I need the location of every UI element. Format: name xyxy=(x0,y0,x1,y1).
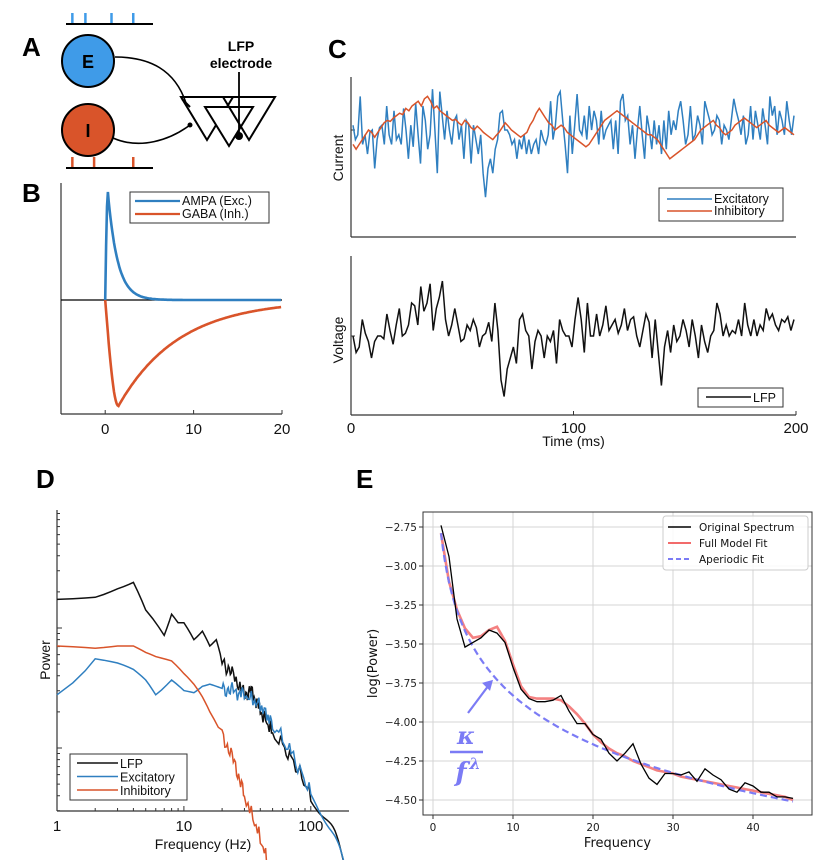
legend-label: Excitatory xyxy=(714,192,770,206)
series-gaba xyxy=(103,299,282,408)
y-tick-label: −3.75 xyxy=(385,678,417,690)
panel-label-b: B xyxy=(22,178,41,208)
legend-box xyxy=(662,515,809,571)
formula-denominator: f xyxy=(453,758,470,788)
legend-label: LFP xyxy=(753,391,776,405)
legend-label: AMPA (Exc.) xyxy=(182,194,252,208)
ylabel-current: Current xyxy=(330,135,346,182)
legend-label: Inhibitory xyxy=(714,204,765,218)
y-tick-label: −3.50 xyxy=(385,639,417,651)
panel-label-c: C xyxy=(328,34,347,64)
series-full-model-fit xyxy=(439,532,794,802)
panel-label-a: A xyxy=(22,32,41,62)
e-synapse-axon xyxy=(114,56,187,104)
i-neuron xyxy=(61,103,115,157)
series-lfp xyxy=(352,280,795,397)
ylabel-log-power: log(Power) xyxy=(366,629,381,698)
legend-label: LFP xyxy=(120,757,143,771)
legend-label: Inhibitory xyxy=(120,784,171,798)
xlabel-frequency: Frequency xyxy=(584,836,651,851)
annotation-arrowhead-icon xyxy=(482,679,493,691)
series-inhibitory xyxy=(352,95,795,160)
x-tick-label: 20 xyxy=(586,822,599,834)
x-tick-label: 20 xyxy=(274,421,291,438)
legend-box xyxy=(129,191,270,224)
legend-label: Original Spectrum xyxy=(699,522,794,534)
panel-b-chart: 0 10 20 AMPA (Exc.)GABA (Inh.) xyxy=(60,183,291,438)
x-tick-label: 0 xyxy=(347,420,355,437)
legend-label: Aperiodic Fit xyxy=(699,554,764,566)
electrode-tip-icon xyxy=(235,132,243,140)
x-tick-label: 0 xyxy=(430,822,437,834)
pyramidal-neuron-3 xyxy=(221,96,277,142)
y-tick-label: −4.00 xyxy=(385,717,417,729)
x-tick-label: 40 xyxy=(746,822,759,834)
panel-a-diagram: E I LFP electrode xyxy=(61,13,277,169)
pyramidal-neuron-2 xyxy=(203,106,255,148)
xlabel-frequency: Frequency (Hz) xyxy=(155,836,251,852)
panel-e-chart: 0 10 20 30 40 −2.75 −3.00 −3.25 −3.50 −3.75 −4.00 −… xyxy=(366,511,813,851)
e-spike-train xyxy=(66,13,153,25)
x-tick-label: 10 xyxy=(506,822,519,834)
panel-label-d: D xyxy=(36,464,55,494)
panel-label-e: E xyxy=(356,464,373,494)
ylabel-voltage: Voltage xyxy=(330,316,346,363)
series-ampa xyxy=(103,191,282,302)
series-original-spectrum xyxy=(440,525,794,800)
electrode-label-line2: electrode xyxy=(210,55,272,71)
xlabel-time: Time (ms) xyxy=(542,433,604,449)
series-inhibitory xyxy=(56,645,268,860)
formula-exponent: λ xyxy=(468,754,480,773)
y-tick-label: −2.75 xyxy=(385,522,417,534)
legend-label: Full Model Fit xyxy=(699,538,767,550)
series-aperiodic-fit xyxy=(439,533,794,803)
y-tick-label: −4.50 xyxy=(385,795,417,807)
ylabel-power: Power xyxy=(37,640,53,680)
i-spike-train xyxy=(66,157,153,169)
y-tick-label: −3.00 xyxy=(385,561,417,573)
x-tick-label: 1 xyxy=(53,818,61,835)
formula-numerator: κ xyxy=(456,721,475,750)
x-tick-label: 100 xyxy=(561,420,586,437)
series-excitatory xyxy=(352,88,795,198)
legend-label: GABA (Inh.) xyxy=(182,207,249,221)
i-synapse-terminal xyxy=(187,122,193,128)
x-tick-label: 0 xyxy=(101,421,109,438)
plot-frame xyxy=(422,511,813,816)
top-legend-box xyxy=(658,187,784,222)
x-tick-label: 10 xyxy=(176,818,193,835)
annotation-arrow xyxy=(467,684,490,714)
e-neuron xyxy=(61,34,115,88)
e-neuron-label: E xyxy=(82,52,94,72)
legend-label: Excitatory xyxy=(120,771,176,785)
panel-d-chart: 1 10 100 Frequency (Hz) Power LFPExcitatoryIn… xyxy=(37,510,349,860)
i-synapse-axon xyxy=(112,124,191,145)
y-tick-label: −3.25 xyxy=(385,600,417,612)
x-tick-label: 30 xyxy=(666,822,679,834)
i-neuron-label: I xyxy=(85,121,90,141)
x-tick-label: 200 xyxy=(783,420,808,437)
x-tick-label: 100 xyxy=(298,818,323,835)
electrode-label-line1: LFP xyxy=(228,38,254,54)
y-tick-label: −4.25 xyxy=(385,756,417,768)
x-tick-label: 10 xyxy=(185,421,202,438)
series-excitatory xyxy=(56,657,345,860)
